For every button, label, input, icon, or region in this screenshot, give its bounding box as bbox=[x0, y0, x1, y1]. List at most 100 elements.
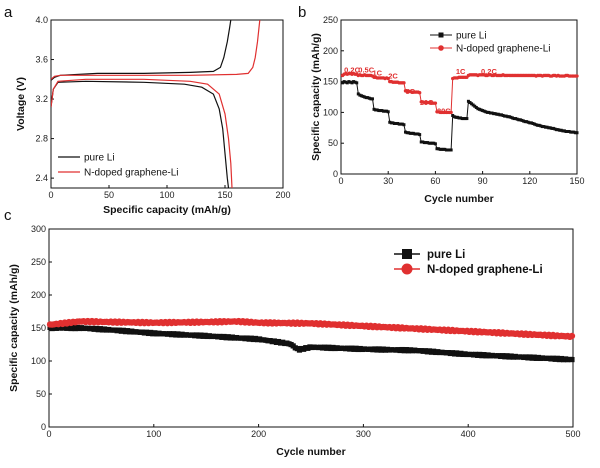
data-point-pure-li bbox=[459, 116, 463, 120]
x-tick-label: 300 bbox=[356, 429, 371, 439]
data-point-pure-li bbox=[385, 109, 389, 113]
data-point-pure-li bbox=[455, 115, 459, 119]
data-point-pure-li bbox=[520, 118, 524, 122]
data-point-pure-li bbox=[443, 147, 447, 151]
legend-label: N-doped graphene-Li bbox=[456, 44, 551, 55]
y-tick-label: 200 bbox=[323, 46, 338, 56]
data-point-n-doped bbox=[433, 101, 438, 105]
data-point-pure-li bbox=[515, 117, 519, 121]
data-point-pure-li bbox=[575, 131, 579, 135]
x-tick-label: 200 bbox=[251, 429, 266, 439]
x-tick-label: 200 bbox=[275, 190, 290, 200]
y-tick-label: 100 bbox=[323, 107, 338, 117]
data-point-pure-li bbox=[358, 93, 362, 97]
data-point-pure-li bbox=[562, 129, 566, 133]
y-tick-label: 250 bbox=[323, 15, 338, 25]
data-point-pure-li bbox=[410, 131, 414, 135]
data-point-pure-li bbox=[493, 112, 497, 116]
data-point-pure-li bbox=[539, 124, 543, 128]
legend-label: pure Li bbox=[84, 153, 115, 164]
rate-label: 2C bbox=[388, 72, 398, 81]
data-point-pure-li bbox=[435, 147, 439, 151]
data-point-pure-li bbox=[451, 113, 455, 117]
legend-label: pure Li bbox=[427, 249, 465, 261]
data-point-pure-li bbox=[419, 140, 423, 144]
data-point-pure-li bbox=[548, 126, 552, 130]
y-tick-label: 300 bbox=[31, 224, 46, 234]
voltage-curve-n-doped bbox=[51, 20, 261, 80]
rate-label: 20C bbox=[437, 107, 451, 116]
data-point-pure-li bbox=[413, 132, 417, 136]
legend-marker bbox=[438, 32, 444, 38]
y-tick-label: 2.4 bbox=[35, 173, 48, 183]
data-point-pure-li bbox=[386, 110, 390, 114]
data-point-pure-li bbox=[471, 103, 475, 107]
data-point-pure-li bbox=[523, 120, 527, 124]
data-point-pure-li bbox=[556, 128, 560, 132]
data-point-pure-li bbox=[405, 131, 409, 135]
rate-label: 1C bbox=[456, 67, 466, 76]
data-point-pure-li bbox=[566, 129, 570, 133]
x-axis-label: Cycle number bbox=[276, 446, 345, 458]
data-point-pure-li bbox=[359, 94, 363, 98]
panel-label-a: a bbox=[4, 4, 13, 21]
data-point-pure-li bbox=[506, 115, 510, 119]
legend-marker bbox=[401, 263, 413, 275]
data-point-n-doped bbox=[402, 81, 406, 85]
y-tick-label: 2.8 bbox=[35, 134, 48, 144]
data-point-pure-li bbox=[525, 120, 529, 124]
data-point-pure-li bbox=[537, 123, 541, 127]
data-point-pure-li bbox=[484, 110, 488, 114]
data-point-pure-li bbox=[342, 80, 346, 84]
x-tick-label: 0 bbox=[48, 190, 53, 200]
data-point-pure-li bbox=[344, 80, 348, 84]
legend-label: N-doped graphene-Li bbox=[427, 264, 543, 276]
rate-label: 0.2C bbox=[481, 67, 497, 76]
data-point-pure-li bbox=[518, 118, 522, 122]
data-point-pure-li bbox=[465, 117, 469, 121]
data-point-pure-li bbox=[485, 110, 489, 114]
data-point-pure-li bbox=[378, 109, 382, 113]
plot-frame bbox=[340, 19, 578, 175]
data-point-pure-li bbox=[504, 114, 508, 118]
data-point-pure-li bbox=[545, 125, 549, 129]
data-point-n-doped bbox=[575, 74, 579, 78]
data-point-pure-li bbox=[429, 141, 433, 145]
data-point-pure-li bbox=[481, 109, 485, 113]
data-point-pure-li bbox=[408, 131, 412, 135]
data-point-pure-li bbox=[426, 141, 430, 145]
data-point-pure-li bbox=[437, 147, 441, 151]
x-tick-label: 120 bbox=[522, 176, 537, 186]
y-tick-label: 150 bbox=[31, 323, 46, 333]
data-point-n-doped bbox=[417, 90, 422, 95]
data-point-pure-li bbox=[490, 111, 494, 115]
x-tick-label: 150 bbox=[217, 190, 232, 200]
data-point-pure-li bbox=[350, 81, 354, 85]
data-point-pure-li bbox=[380, 109, 384, 113]
data-point-pure-li bbox=[466, 99, 470, 103]
data-point-pure-li bbox=[352, 80, 356, 84]
data-point-pure-li bbox=[402, 123, 406, 127]
data-point-pure-li bbox=[533, 122, 537, 126]
data-point-pure-li bbox=[564, 129, 568, 133]
data-point-pure-li bbox=[353, 80, 357, 84]
data-point-pure-li bbox=[572, 130, 576, 134]
data-point-n-doped bbox=[568, 332, 576, 340]
data-point-pure-li bbox=[496, 112, 500, 116]
data-point-pure-li bbox=[345, 81, 349, 85]
y-tick-label: 100 bbox=[31, 356, 46, 366]
data-point-pure-li bbox=[422, 141, 426, 145]
data-point-pure-li bbox=[421, 140, 425, 144]
data-point-pure-li bbox=[449, 148, 453, 152]
data-point-pure-li bbox=[356, 92, 360, 96]
data-point-pure-li bbox=[448, 148, 452, 152]
data-point-pure-li bbox=[474, 105, 478, 109]
data-point-pure-li bbox=[366, 96, 370, 100]
data-point-pure-li bbox=[347, 80, 351, 84]
data-point-pure-li bbox=[522, 119, 526, 123]
y-axis-label: Voltage (V) bbox=[15, 77, 27, 131]
x-tick-label: 30 bbox=[383, 176, 393, 186]
data-point-pure-li bbox=[526, 120, 530, 124]
data-point-pure-li bbox=[550, 126, 554, 130]
